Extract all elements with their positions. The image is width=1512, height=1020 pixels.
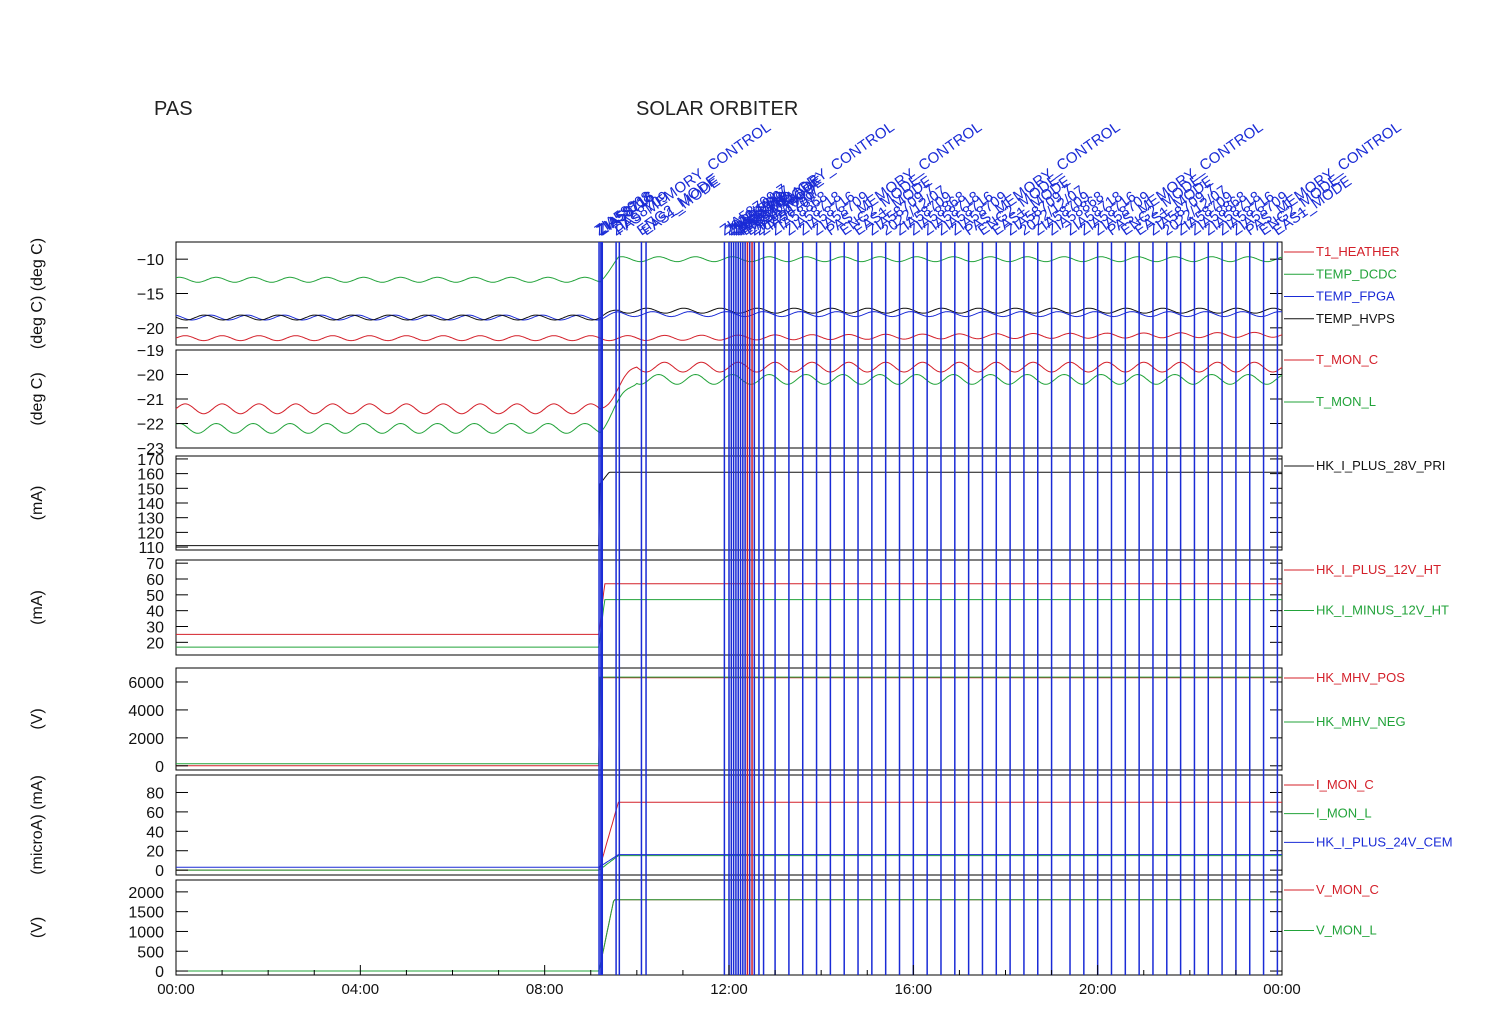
legend-label: T_MON_L (1316, 394, 1376, 409)
legend-label: TEMP_FPGA (1316, 289, 1395, 304)
x-tick-label: 12:00 (710, 981, 748, 998)
y-tick-label: −20 (137, 321, 164, 338)
legend-label: TEMP_DCDC (1316, 266, 1397, 281)
panel-2: T_MON_C T_MON_L −19 −20 −21 −22 −23 (deg C) (29, 343, 1378, 458)
y-tick-label: 0 (155, 759, 164, 776)
legend-label: TEMP_HVPS (1316, 311, 1395, 326)
x-tick-label: 00:00 (157, 981, 195, 998)
legend-label: T1_HEATHER (1316, 244, 1400, 259)
y-tick-label: −15 (137, 287, 164, 304)
legend-label: V_MON_L (1316, 923, 1377, 938)
y-tick-label: 2000 (128, 731, 164, 748)
legend-label: I_MON_L (1316, 806, 1372, 821)
legend-label: HK_I_MINUS_12V_HT (1316, 603, 1449, 618)
y-tick-label: 70 (146, 556, 164, 573)
y-tick-label: 0 (155, 964, 164, 981)
y-tick-label: 1500 (128, 905, 164, 922)
legend-label: HK_I_PLUS_24V_CEM (1316, 834, 1453, 849)
y-tick-label: 20 (146, 844, 164, 861)
instrument-title: PAS (154, 98, 193, 120)
x-tick-label: 04:00 (342, 981, 380, 998)
y-axis-label: (microA) (mA) (29, 775, 46, 875)
y-axis-label: (mA) (29, 590, 46, 625)
y-tick-label: 40 (146, 824, 164, 841)
y-tick-label: −19 (137, 343, 164, 360)
y-tick-label: 150 (137, 481, 164, 498)
legend-label: V_MON_C (1316, 882, 1379, 897)
y-tick-label: 120 (137, 525, 164, 542)
y-tick-label: 80 (146, 785, 164, 802)
event-labels-group: ZIA58868ZIA58718ZIA58716ZIA58709PAS_MEMO… (592, 119, 1405, 240)
panel-5: HK_MHV_POS HK_MHV_NEG 6000 4000 2000 0 (V) (29, 667, 1406, 776)
y-tick-label: 20 (146, 635, 164, 652)
y-tick-label: 60 (146, 572, 164, 589)
y-tick-label: 50 (146, 588, 164, 605)
y-tick-label: 170 (137, 452, 164, 469)
y-axis-label: (V) (29, 917, 46, 938)
x-tick-label: 16:00 (895, 981, 933, 998)
y-tick-label: −21 (137, 392, 164, 409)
y-tick-label: 30 (146, 620, 164, 637)
event-markers-group (598, 242, 1279, 975)
x-tick-label: 08:00 (526, 981, 564, 998)
y-tick-label: −10 (137, 252, 164, 269)
y-axis-label: (mA) (29, 486, 46, 521)
y-tick-label: 2000 (128, 885, 164, 902)
legend-label: HK_I_PLUS_12V_HT (1316, 562, 1441, 577)
y-axis-label: (deg C) (deg C) (29, 238, 46, 349)
panel-7: V_MON_C V_MON_L 2000 1500 1000 500 0 (V) (29, 879, 1379, 981)
y-tick-label: 40 (146, 604, 164, 621)
y-tick-label: 110 (138, 540, 164, 557)
y-tick-label: 140 (137, 496, 164, 513)
y-tick-label: −22 (137, 417, 164, 434)
x-tick-label: 20:00 (1079, 981, 1117, 998)
y-tick-label: 130 (137, 511, 164, 528)
mission-title: SOLAR ORBITER (636, 98, 799, 120)
y-axis-label: (V) (29, 708, 46, 729)
y-tick-label: −20 (137, 368, 164, 385)
legend-label: HK_MHV_NEG (1316, 714, 1406, 729)
legend-label: I_MON_C (1316, 777, 1374, 792)
y-tick-label: 60 (146, 805, 164, 822)
y-tick-label: 160 (137, 467, 164, 484)
time-axis-group: 00:00 04:00 08:00 12:00 16:00 20:00 00:00 (157, 965, 1301, 998)
y-tick-label: −23 (137, 441, 164, 458)
legend-label: HK_I_PLUS_28V_PRI (1316, 458, 1445, 473)
y-tick-label: 500 (137, 944, 164, 961)
legend-label: HK_MHV_POS (1316, 670, 1405, 685)
legend-label: T_MON_C (1316, 352, 1378, 367)
x-tick-label: 00:00 (1263, 981, 1301, 998)
y-tick-label: 4000 (128, 703, 164, 720)
y-tick-label: 6000 (128, 675, 164, 692)
y-axis-label: (deg C) (29, 372, 46, 425)
y-tick-label: 0 (155, 863, 164, 880)
y-tick-label: 1000 (128, 924, 164, 941)
